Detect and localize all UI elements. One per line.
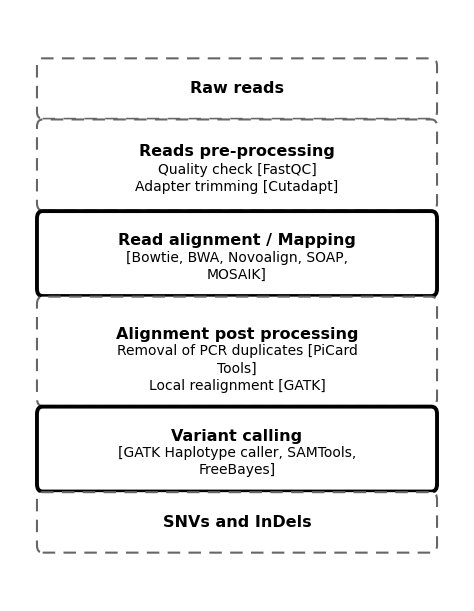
Text: Variant calling: Variant calling	[172, 429, 302, 444]
Text: Quality check [FastQC]
Adapter trimming [Cutadapt]: Quality check [FastQC] Adapter trimming …	[136, 163, 338, 194]
FancyBboxPatch shape	[37, 211, 437, 296]
Text: SNVs and InDels: SNVs and InDels	[163, 515, 311, 530]
FancyBboxPatch shape	[37, 407, 437, 491]
Text: Read alignment / Mapping: Read alignment / Mapping	[118, 233, 356, 249]
Text: Removal of PCR duplicates [PiCard
Tools]
Local realignment [GATK]: Removal of PCR duplicates [PiCard Tools]…	[117, 344, 357, 393]
FancyBboxPatch shape	[37, 58, 437, 119]
FancyBboxPatch shape	[37, 119, 437, 210]
FancyBboxPatch shape	[37, 297, 437, 406]
Text: [Bowtie, BWA, Novoalign, SOAP,
MOSAIK]: [Bowtie, BWA, Novoalign, SOAP, MOSAIK]	[126, 251, 348, 282]
Text: Raw reads: Raw reads	[190, 81, 284, 96]
Text: Reads pre-processing: Reads pre-processing	[139, 144, 335, 159]
FancyBboxPatch shape	[37, 492, 437, 552]
Text: [GATK Haplotype caller, SAMTools,
FreeBayes]: [GATK Haplotype caller, SAMTools, FreeBa…	[118, 446, 356, 477]
Text: Alignment post processing: Alignment post processing	[116, 327, 358, 342]
